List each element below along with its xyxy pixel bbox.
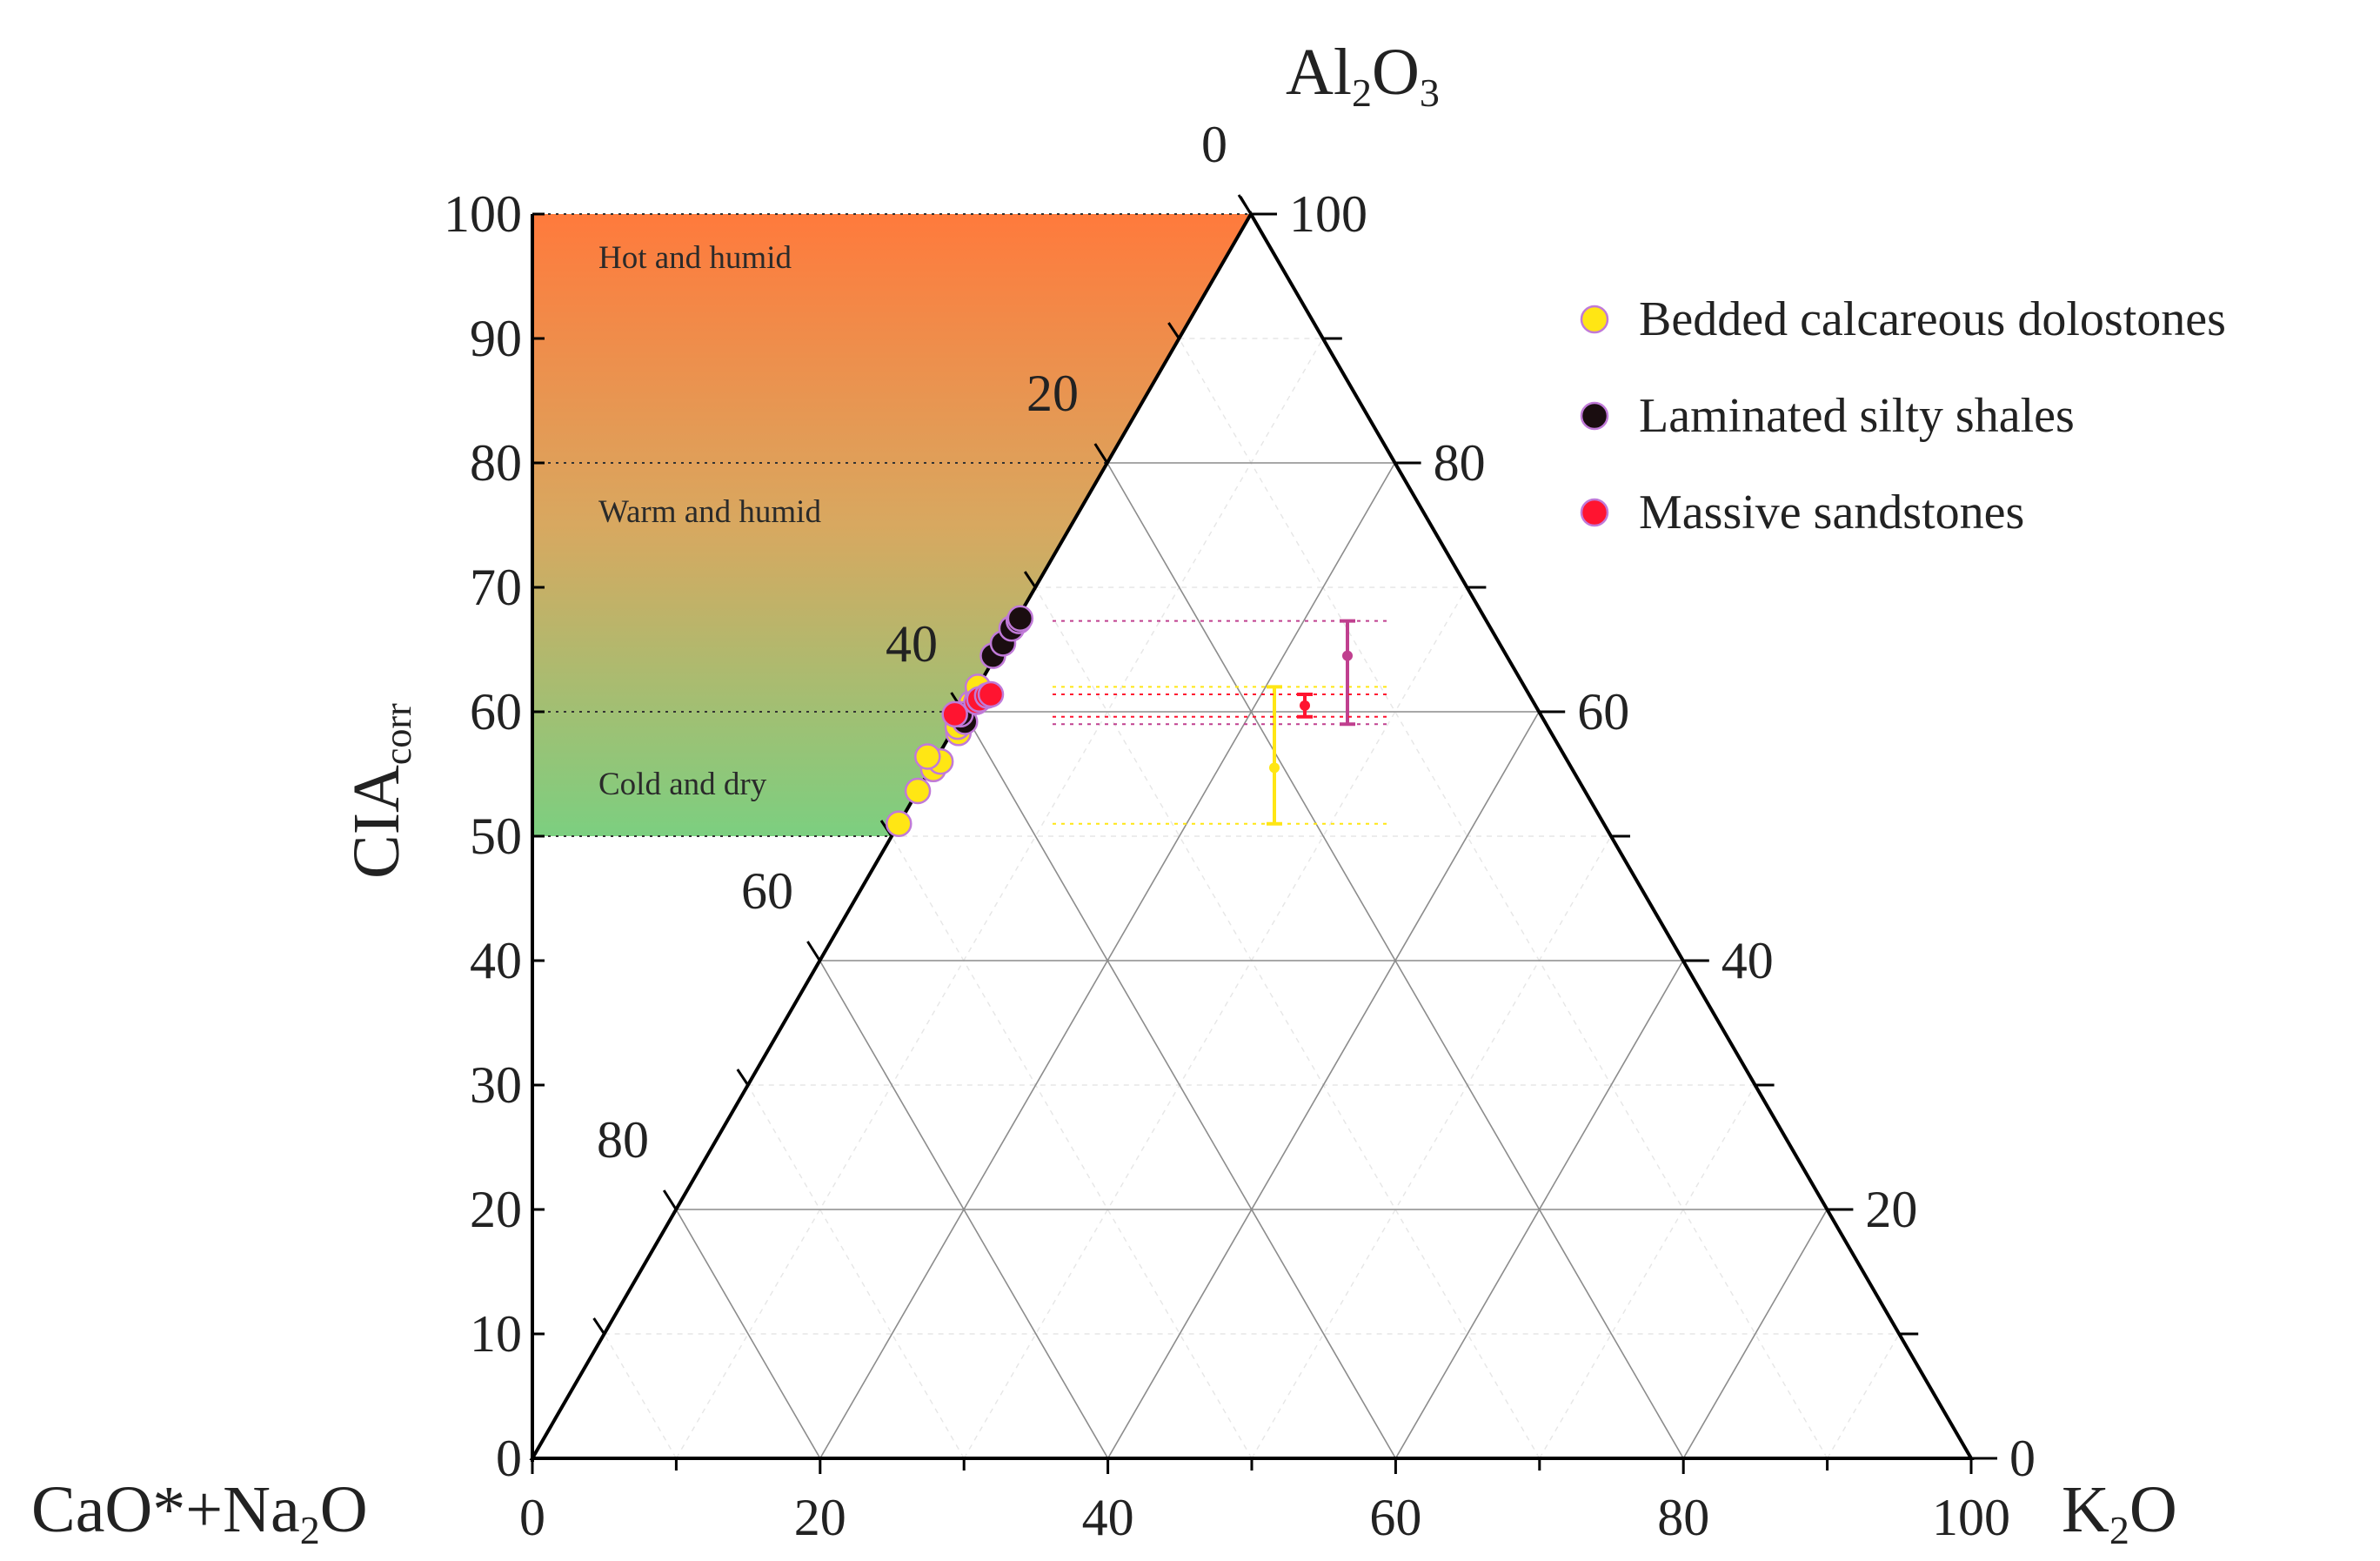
range-mean <box>1300 700 1310 711</box>
grid-line <box>1394 960 1684 1459</box>
legend: Bedded calcareous dolostones Laminated s… <box>1580 292 2226 539</box>
data-point <box>941 700 968 728</box>
left-edge-tick-label: 40 <box>886 615 938 673</box>
grid-line <box>963 586 1468 1459</box>
grid-line <box>1034 586 1541 1459</box>
legend-marker-shales <box>1580 401 1609 431</box>
bottom-tick-label: 40 <box>1082 1489 1134 1546</box>
grid-line <box>1106 711 1540 1459</box>
y-tick-label: 20 <box>470 1181 522 1238</box>
left-edge-tick-label: 60 <box>741 862 793 920</box>
data-point <box>886 810 913 837</box>
legend-marker-sandstones <box>1580 498 1609 527</box>
major-grid <box>675 462 1828 1459</box>
right-tick-label: 60 <box>1577 683 1629 740</box>
right-tick-label: 0 <box>2009 1430 2036 1487</box>
grid-line <box>962 711 1397 1459</box>
y-tick-label: 10 <box>470 1305 522 1363</box>
bottom-tick-label: 80 <box>1657 1489 1709 1546</box>
grid-line <box>675 338 1324 1459</box>
right-tick-label: 100 <box>1289 185 1367 243</box>
grid-line <box>603 1333 678 1459</box>
right-tick-label: 80 <box>1434 434 1486 492</box>
left-minor-tick <box>592 1317 605 1335</box>
y-tick-label: 40 <box>470 932 522 989</box>
left-minor-tick <box>1167 322 1180 339</box>
zone-label-hot: Hot and humid <box>598 240 792 276</box>
y-tick-label: 60 <box>470 683 522 740</box>
grid-line <box>1682 1209 1828 1459</box>
zone-label-cold: Cold and dry <box>598 767 767 802</box>
data-point <box>914 743 941 770</box>
right-tick-label: 20 <box>1865 1181 1917 1238</box>
vertex-label-right: K2O <box>2062 1473 2177 1552</box>
data-points <box>886 605 1034 837</box>
range-mean <box>1342 650 1353 661</box>
bottom-tick-label: 100 <box>1932 1489 2010 1546</box>
y-tick-label: 70 <box>470 559 522 616</box>
grid-line <box>1539 1084 1756 1459</box>
top-tick <box>1239 196 1253 215</box>
bottom-tick-label: 60 <box>1369 1489 1421 1546</box>
data-point <box>904 777 932 805</box>
zone-label-warm: Warm and humid <box>598 494 821 530</box>
bottom-tick-label: 20 <box>794 1489 846 1546</box>
vertex-label-left: CaO*+Na2O <box>31 1473 368 1552</box>
y-axis-title: CIAcorr <box>340 703 419 879</box>
grid-line <box>1826 1333 1900 1459</box>
bottom-tick-label: 0 <box>519 1489 545 1546</box>
grid-line <box>675 1209 821 1459</box>
left-minor-tick <box>736 1069 750 1086</box>
vertex-label-top: Al2O3 <box>1286 36 1440 115</box>
data-point <box>977 680 1005 708</box>
legend-marker-dolostones <box>1580 305 1609 334</box>
left-edge-tick-label: 80 <box>597 1111 649 1169</box>
y-tick-label: 0 <box>496 1430 522 1487</box>
grid-line <box>819 960 1109 1459</box>
left-minor-tick <box>1023 571 1037 588</box>
right-tick-label: 40 <box>1721 932 1774 989</box>
left-edge-tick-label: 20 <box>1026 365 1079 422</box>
left-edge-tick-label: 0 <box>1201 116 1227 173</box>
left-tick <box>1093 443 1109 464</box>
range-bars <box>1053 619 1392 826</box>
grid-line <box>1251 835 1612 1459</box>
left-axis: 0 10 20 30 40 50 60 70 80 90 100 <box>444 185 545 1487</box>
grid-line <box>891 835 1253 1459</box>
y-tick-label: 80 <box>470 434 522 492</box>
y-tick-label: 90 <box>470 310 522 367</box>
data-point <box>1006 605 1034 632</box>
legend-label-dolostones: Bedded calcareous dolostones <box>1639 292 2226 346</box>
climate-gradient-area <box>532 214 1251 836</box>
climate-zone-layer <box>532 213 1251 837</box>
grid-line <box>1178 338 1828 1459</box>
minor-grid <box>603 338 1900 1459</box>
y-tick-label: 30 <box>470 1056 522 1114</box>
legend-label-sandstones: Massive sandstones <box>1639 486 2024 539</box>
range-mean <box>1269 762 1280 774</box>
grid-line <box>747 1084 965 1459</box>
left-tick <box>662 1189 678 1210</box>
left-tick <box>806 941 821 961</box>
y-tick-label: 50 <box>470 807 522 865</box>
y-tick-label: 100 <box>444 185 522 243</box>
legend-label-shales: Laminated silty shales <box>1639 389 2075 443</box>
